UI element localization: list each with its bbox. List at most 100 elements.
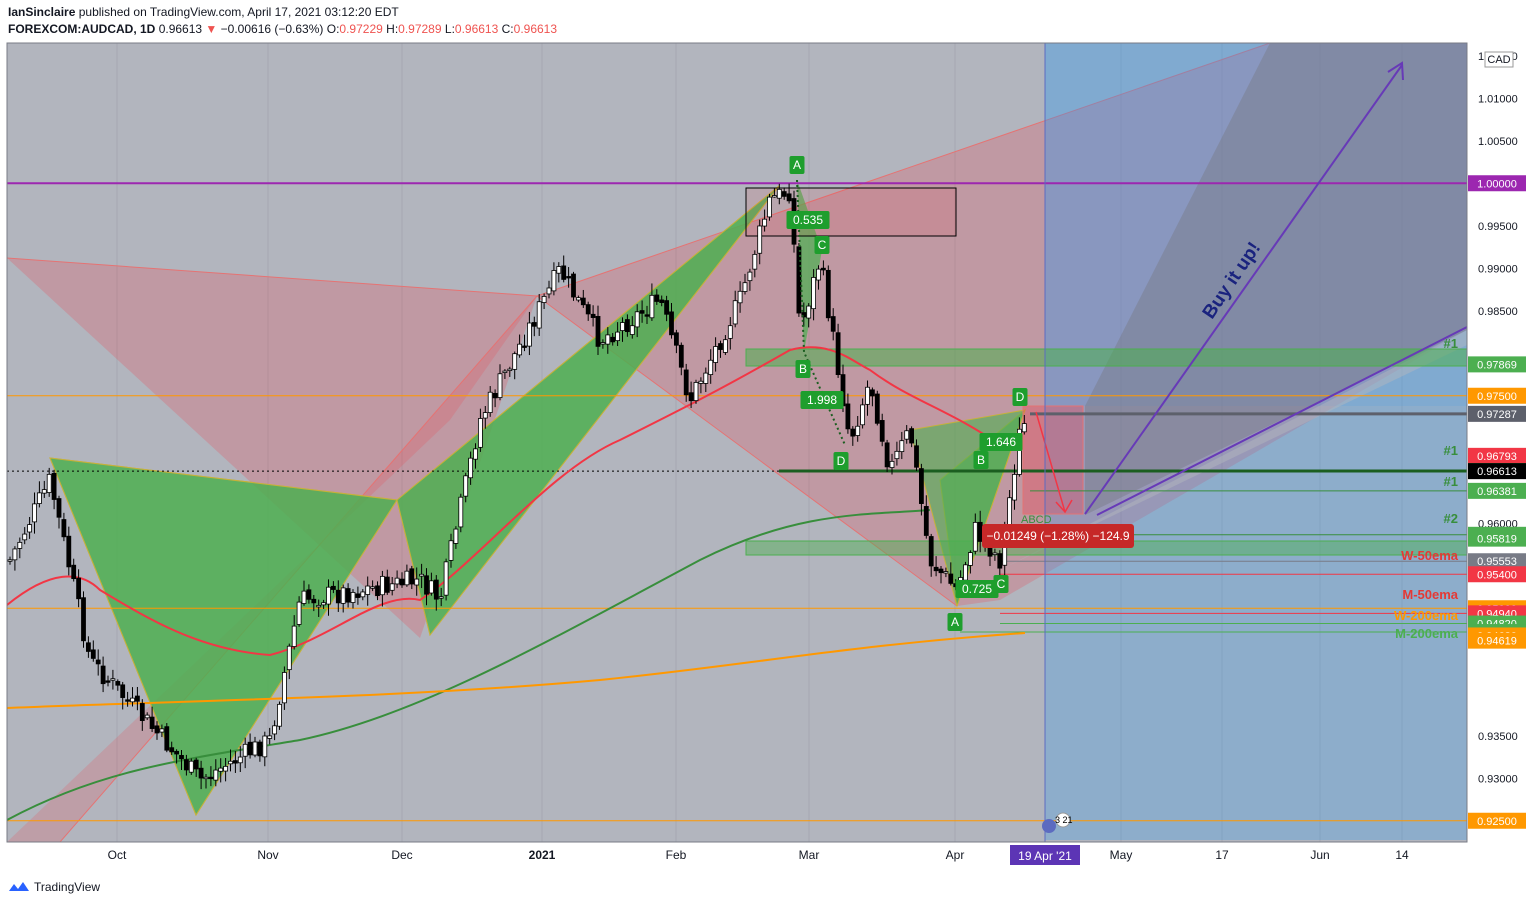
candle-body <box>757 225 763 254</box>
candle-body <box>561 265 567 280</box>
candle-body <box>649 294 655 319</box>
candle-body <box>247 741 253 756</box>
candle-body <box>585 304 591 315</box>
candle-body <box>737 290 743 304</box>
candle-body <box>865 386 870 405</box>
candle-body <box>605 334 611 345</box>
x-tick-label: May <box>1110 848 1133 862</box>
candle-body <box>340 587 346 604</box>
candle-body <box>487 391 493 413</box>
candle-body <box>610 336 616 343</box>
pattern-label: D <box>1016 390 1025 404</box>
price-tag <box>1468 566 1526 583</box>
y-tick-label: 0.99000 <box>1478 263 1518 275</box>
candle-body <box>713 346 718 363</box>
candle-body <box>522 345 527 348</box>
candle-body <box>174 750 180 755</box>
candle-body <box>781 191 787 197</box>
pattern-green-triangle <box>49 457 398 817</box>
candle-body <box>963 564 968 581</box>
price-tag-label: 0.95400 <box>1477 569 1517 581</box>
candle-body <box>772 195 777 198</box>
candle-body <box>732 300 738 325</box>
symbol-label[interactable]: FOREXCOM:AUDCAD, 1D <box>8 22 156 36</box>
candle-body <box>149 716 155 729</box>
high-value: 0.97289 <box>398 22 442 36</box>
candle-body <box>183 759 189 771</box>
candle-body <box>399 578 405 586</box>
publisher-name[interactable]: IanSinclaire <box>8 5 76 19</box>
candle-body <box>492 392 498 399</box>
pattern-label: C <box>818 238 827 252</box>
line-label: M-50ema <box>1402 587 1458 602</box>
candle-body <box>355 593 361 598</box>
candle-body <box>615 331 620 342</box>
candle-body <box>928 536 934 567</box>
candle-body <box>169 747 175 753</box>
candle-body <box>370 586 376 589</box>
candle-body <box>448 540 454 561</box>
low-label: L: <box>444 22 455 36</box>
candle-body <box>223 765 229 772</box>
candle-body <box>203 776 209 780</box>
candle-body <box>330 585 336 590</box>
candle-body <box>414 578 420 586</box>
price-tag <box>1468 463 1526 480</box>
tradingview-brand: TradingView <box>34 880 101 894</box>
support-zone <box>745 348 1467 367</box>
projection-lower-zone <box>1045 406 1467 840</box>
candles <box>7 183 1027 790</box>
candle-body <box>61 519 67 538</box>
candle-body <box>634 311 640 328</box>
candle-body <box>830 316 836 332</box>
candle-body <box>600 342 606 345</box>
line-label: M-200ema <box>1395 626 1459 641</box>
candle-body <box>718 343 723 350</box>
y-tick-label: 0.93500 <box>1478 731 1518 743</box>
candle-body <box>507 368 513 371</box>
pattern-label-box <box>1012 388 1028 406</box>
candle-body <box>835 332 841 375</box>
y-tick-label: 1.00500 <box>1478 136 1518 148</box>
candle-body <box>806 305 812 319</box>
candle-body <box>801 312 807 318</box>
footer-brand[interactable]: TradingView <box>8 880 100 894</box>
candle-body <box>262 735 268 758</box>
y-tick-label: 0.99500 <box>1478 221 1518 233</box>
pattern-label-box <box>800 391 844 409</box>
candle-body <box>384 576 390 593</box>
candle-body <box>267 735 273 739</box>
candle-body <box>477 418 483 448</box>
price-change: −0.00616 (−0.63%) <box>220 22 324 36</box>
short-measure-box <box>1022 405 1084 515</box>
x-tick-label: 17 <box>1215 848 1229 862</box>
candle-body <box>723 339 728 353</box>
candle-body <box>904 430 910 440</box>
candle-body <box>463 475 469 497</box>
candle-body <box>502 370 508 373</box>
candle-body <box>821 267 826 271</box>
projection-profit-zone <box>1045 43 1467 406</box>
price-tag <box>1468 447 1526 464</box>
candle-body <box>590 313 596 318</box>
candle-body <box>968 552 973 566</box>
candle-body <box>678 344 684 368</box>
candle-body <box>595 315 601 347</box>
measure-box <box>982 524 1134 548</box>
candle-body <box>972 521 978 552</box>
candle-body <box>257 741 263 757</box>
y-tick-label: 1.01000 <box>1478 93 1518 105</box>
close-value: 0.96613 <box>513 22 558 36</box>
candle-body <box>879 420 885 442</box>
candle-body <box>703 372 709 384</box>
price-tag-label: 0.95819 <box>1477 534 1517 546</box>
candle-body <box>375 585 380 597</box>
currency-label: CAD <box>1487 54 1510 66</box>
pattern-red-edge <box>7 257 538 297</box>
event-icon <box>1042 819 1056 833</box>
pattern-label-box <box>993 575 1009 593</box>
candle-body <box>546 287 552 295</box>
candle-body <box>281 672 287 704</box>
x-tick-label: Nov <box>257 848 278 862</box>
